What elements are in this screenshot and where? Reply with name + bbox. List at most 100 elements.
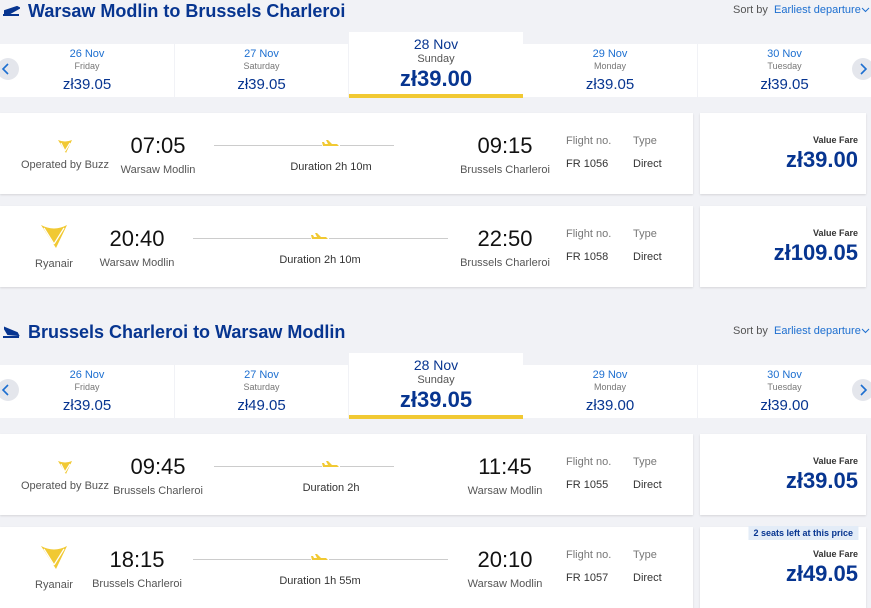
type: Direct xyxy=(633,572,662,584)
operator: Operated by Buzz xyxy=(20,480,110,492)
arrival-airport: Brussels Charleroi xyxy=(460,164,550,176)
carousel-arrow[interactable] xyxy=(0,57,20,81)
date-price: zł39.05 xyxy=(237,76,286,93)
flight-card[interactable]: Ryanair 20:40 Warsaw Modlin Duration 2h 10m… xyxy=(0,206,693,287)
duration: Duration 2h xyxy=(302,482,360,494)
date-cell[interactable]: 30 Nov Tuesday zł39.00 xyxy=(698,365,871,418)
flight-card[interactable]: Ryanair 18:15 Brussels Charleroi Duration 1… xyxy=(0,527,693,608)
sort-chevron xyxy=(861,7,870,13)
carousel-arrow[interactable] xyxy=(0,378,20,402)
departure-airport: Warsaw Modlin xyxy=(120,164,196,176)
route-line xyxy=(214,466,394,467)
airline-logo xyxy=(41,546,67,569)
arrival-time: 11:45 xyxy=(478,454,532,479)
date-label: 29 Nov xyxy=(592,48,628,60)
date-label: 30 Nov xyxy=(767,48,802,60)
fare-card[interactable]: Value Fare zł39.00 xyxy=(700,113,866,194)
date-price: zł39.05 xyxy=(760,76,809,93)
arrival-time: 20:10 xyxy=(477,547,533,572)
date-label: 28 Nov xyxy=(413,36,459,52)
flight-card[interactable]: Operated by Buzz 09:45 Brussels Charleroi D… xyxy=(0,434,693,515)
carousel-arrow[interactable] xyxy=(851,378,871,402)
date-cell[interactable]: 29 Nov Monday zł39.00 xyxy=(523,365,697,418)
date-label: 28 Nov xyxy=(413,357,459,373)
day-label: Monday xyxy=(593,382,627,392)
day-label: Sunday xyxy=(417,374,455,386)
sort-label: Sort by xyxy=(733,325,768,337)
date-cell[interactable]: 26 Nov Friday zł39.05 xyxy=(0,365,174,418)
sort-label: Sort by xyxy=(733,4,768,16)
date-label: 27 Nov xyxy=(244,369,279,381)
duration: Duration 2h 10m xyxy=(290,161,372,173)
day-label: Friday xyxy=(74,61,100,71)
departure-time: 09:45 xyxy=(130,454,186,479)
section-icon xyxy=(3,326,20,338)
date-price: zł39.00 xyxy=(585,397,635,414)
departure-time: 18:15 xyxy=(109,547,165,572)
plane-icon xyxy=(322,139,340,151)
departure-airport: Brussels Charleroi xyxy=(113,485,203,497)
carousel-arrow[interactable] xyxy=(851,57,871,81)
day-label: Sunday xyxy=(417,53,455,65)
section-icon xyxy=(3,5,20,16)
section-title: Warsaw Modlin to Brussels Charleroi xyxy=(28,1,346,21)
type: Direct xyxy=(633,158,662,170)
flight-no: FR 1056 xyxy=(566,158,609,170)
date-price: zł39.00 xyxy=(399,66,473,91)
departure-airport: Warsaw Modlin xyxy=(99,257,175,269)
arrival-airport: Warsaw Modlin xyxy=(467,485,543,497)
departure-airport: Brussels Charleroi xyxy=(92,578,182,590)
plane-icon xyxy=(311,232,329,244)
airline-logo xyxy=(58,140,72,153)
date-cell[interactable]: 26 Nov Friday zł39.05 xyxy=(0,44,174,97)
date-cell[interactable]: 27 Nov Saturday zł39.05 xyxy=(175,44,348,97)
arrival-time: 09:15 xyxy=(477,133,533,158)
date-cell[interactable]: 30 Nov Tuesday zł39.05 xyxy=(698,44,871,97)
type: Direct xyxy=(633,479,662,491)
flight-no-label: Flight no. xyxy=(566,135,612,147)
date-price: zł39.05 xyxy=(585,76,635,93)
flight-no: FR 1058 xyxy=(566,251,609,263)
date-price: zł39.05 xyxy=(62,397,112,414)
date-label: 26 Nov xyxy=(69,48,105,60)
date-price: zł39.05 xyxy=(62,76,112,93)
date-cell[interactable]: 29 Nov Monday zł39.05 xyxy=(523,44,697,97)
date-cell[interactable]: 28 Nov Sunday zł39.00 xyxy=(349,32,523,98)
fare-card[interactable]: Value Fare zł109.05 xyxy=(700,206,866,287)
airline-logo xyxy=(41,225,67,248)
type-label: Type xyxy=(633,549,657,561)
date-cell[interactable]: 28 Nov Sunday zł39.05 xyxy=(349,353,523,419)
fare-label: Value Fare xyxy=(812,135,858,145)
sort-chevron xyxy=(861,328,870,334)
fare-label: Value Fare xyxy=(812,549,858,559)
departure-time: 20:40 xyxy=(109,226,165,251)
operator: Ryanair xyxy=(35,579,73,591)
day-label: Monday xyxy=(593,61,627,71)
duration: Duration 2h 10m xyxy=(279,254,361,266)
type-label: Type xyxy=(633,456,657,468)
sort-value[interactable]: Earliest departure xyxy=(774,4,861,16)
fare-card[interactable]: 2 seats left at this price Value Fare zł49… xyxy=(700,526,866,608)
sort-value[interactable]: Earliest departure xyxy=(774,325,861,337)
fare-card[interactable]: Value Fare zł39.05 xyxy=(700,434,866,515)
type-label: Type xyxy=(633,228,657,240)
flight-no-label: Flight no. xyxy=(566,456,612,468)
flight-card[interactable]: Operated by Buzz 07:05 Warsaw Modlin Durati… xyxy=(0,113,693,194)
fare-price: zł49.05 xyxy=(785,561,858,586)
arrival-airport: Brussels Charleroi xyxy=(460,257,550,269)
date-price: zł49.05 xyxy=(237,397,286,414)
date-label: 29 Nov xyxy=(592,369,628,381)
arrival-time: 22:50 xyxy=(477,226,533,251)
duration: Duration 1h 55m xyxy=(279,575,361,587)
plane-icon xyxy=(322,460,340,472)
fare-price: zł39.00 xyxy=(785,147,858,172)
day-label: Saturday xyxy=(243,382,280,392)
plane-icon xyxy=(311,553,329,565)
day-label: Tuesday xyxy=(767,61,802,71)
operator: Ryanair xyxy=(35,258,73,270)
day-label: Saturday xyxy=(243,61,280,71)
date-price: zł39.00 xyxy=(760,397,809,414)
departure-time: 07:05 xyxy=(130,133,186,158)
date-cell[interactable]: 27 Nov Saturday zł49.05 xyxy=(175,365,348,418)
